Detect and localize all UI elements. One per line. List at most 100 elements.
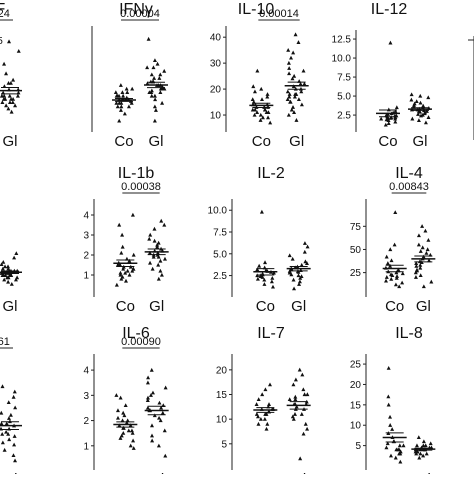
data-point (302, 249, 307, 254)
data-point (388, 414, 393, 419)
data-point (121, 266, 126, 271)
data-point (255, 68, 260, 73)
data-point (299, 102, 304, 107)
data-point (416, 118, 421, 122)
data-point (258, 416, 263, 421)
data-point (4, 421, 9, 426)
data-point (414, 263, 419, 268)
y-tick-label: 15 (216, 390, 228, 401)
data-point (292, 286, 297, 291)
x-tick-label: Co (256, 298, 275, 315)
data-point (251, 84, 256, 89)
data-point (146, 375, 151, 380)
data-point (287, 253, 292, 258)
data-point (303, 259, 308, 264)
data-point (119, 433, 124, 438)
data-point (121, 425, 126, 430)
x-tick-label: Gl (149, 298, 164, 315)
data-point (157, 400, 162, 405)
data-point (294, 118, 299, 122)
data-point (0, 410, 4, 415)
data-point (2, 277, 7, 282)
data-point (162, 68, 167, 73)
data-point (155, 250, 160, 255)
data-point (267, 382, 272, 387)
data-point (296, 273, 301, 278)
data-point (255, 267, 260, 272)
data-point (145, 405, 150, 410)
panel-title: IL-10 (238, 1, 275, 18)
x-tick-label: Co (378, 133, 397, 150)
data-point (118, 272, 123, 277)
data-point (2, 447, 7, 452)
data-point (148, 232, 153, 237)
y-tick-label: 5.0 (213, 249, 227, 260)
data-point (158, 418, 163, 423)
data-point (298, 456, 303, 461)
data-point (266, 115, 271, 120)
data-point (120, 274, 125, 279)
data-point (418, 100, 423, 105)
data-point (392, 242, 397, 247)
data-point (401, 443, 406, 448)
data-point (145, 81, 150, 86)
data-point (396, 267, 401, 272)
data-point (6, 264, 11, 269)
panel-title: IL-7 (257, 325, 285, 342)
p-value-label: 0.00038 (121, 181, 161, 193)
panel-title: IL-8 (395, 325, 423, 342)
data-point (114, 282, 119, 287)
data-point (156, 443, 161, 448)
panel-il-13: IL-13CoGl (0, 251, 22, 315)
data-point (424, 250, 429, 255)
x-tick-label: Gl (149, 133, 164, 150)
data-point (128, 443, 133, 448)
data-point (290, 76, 295, 81)
data-point (265, 421, 270, 426)
data-point (6, 279, 11, 284)
data-point (305, 244, 310, 249)
y-tick-label: 2.5 (213, 271, 227, 282)
data-point (147, 90, 152, 95)
data-point (11, 453, 16, 457)
y-tick-label: 10 (210, 111, 222, 122)
x-tick-label: Co (116, 298, 135, 315)
data-point (289, 107, 294, 112)
p-value-label: 0.00843 (389, 181, 429, 193)
data-point (294, 404, 299, 409)
data-point (121, 430, 126, 435)
data-point (145, 65, 150, 70)
data-point (156, 254, 161, 259)
data-point (6, 106, 11, 111)
data-point (305, 426, 310, 431)
data-point (393, 210, 398, 215)
data-point (13, 103, 18, 108)
data-point (152, 226, 157, 231)
data-point (416, 242, 421, 247)
data-point (158, 268, 163, 273)
data-point (418, 93, 423, 98)
data-point (301, 387, 306, 392)
data-point (118, 395, 123, 400)
y-tick-label: 25 (350, 360, 362, 371)
x-tick-label: Co (114, 133, 133, 150)
data-point (6, 275, 11, 280)
data-point (414, 267, 419, 272)
data-point (299, 262, 304, 267)
data-point (426, 115, 431, 119)
data-point (416, 233, 421, 238)
panel-il-5: IL-50.02261CoGl (0, 336, 22, 479)
data-point (11, 77, 16, 82)
data-point (152, 93, 157, 98)
y-tick-label: 30 (210, 59, 222, 70)
data-point (0, 432, 5, 436)
p-value-label: 0.02224 (0, 8, 10, 20)
data-point (127, 258, 132, 263)
data-point (400, 271, 405, 276)
data-point (0, 421, 4, 426)
data-point (114, 93, 119, 98)
data-point (390, 427, 395, 431)
data-point (151, 65, 156, 70)
data-point (398, 449, 403, 454)
panel-title: M-CSF (0, 1, 6, 18)
